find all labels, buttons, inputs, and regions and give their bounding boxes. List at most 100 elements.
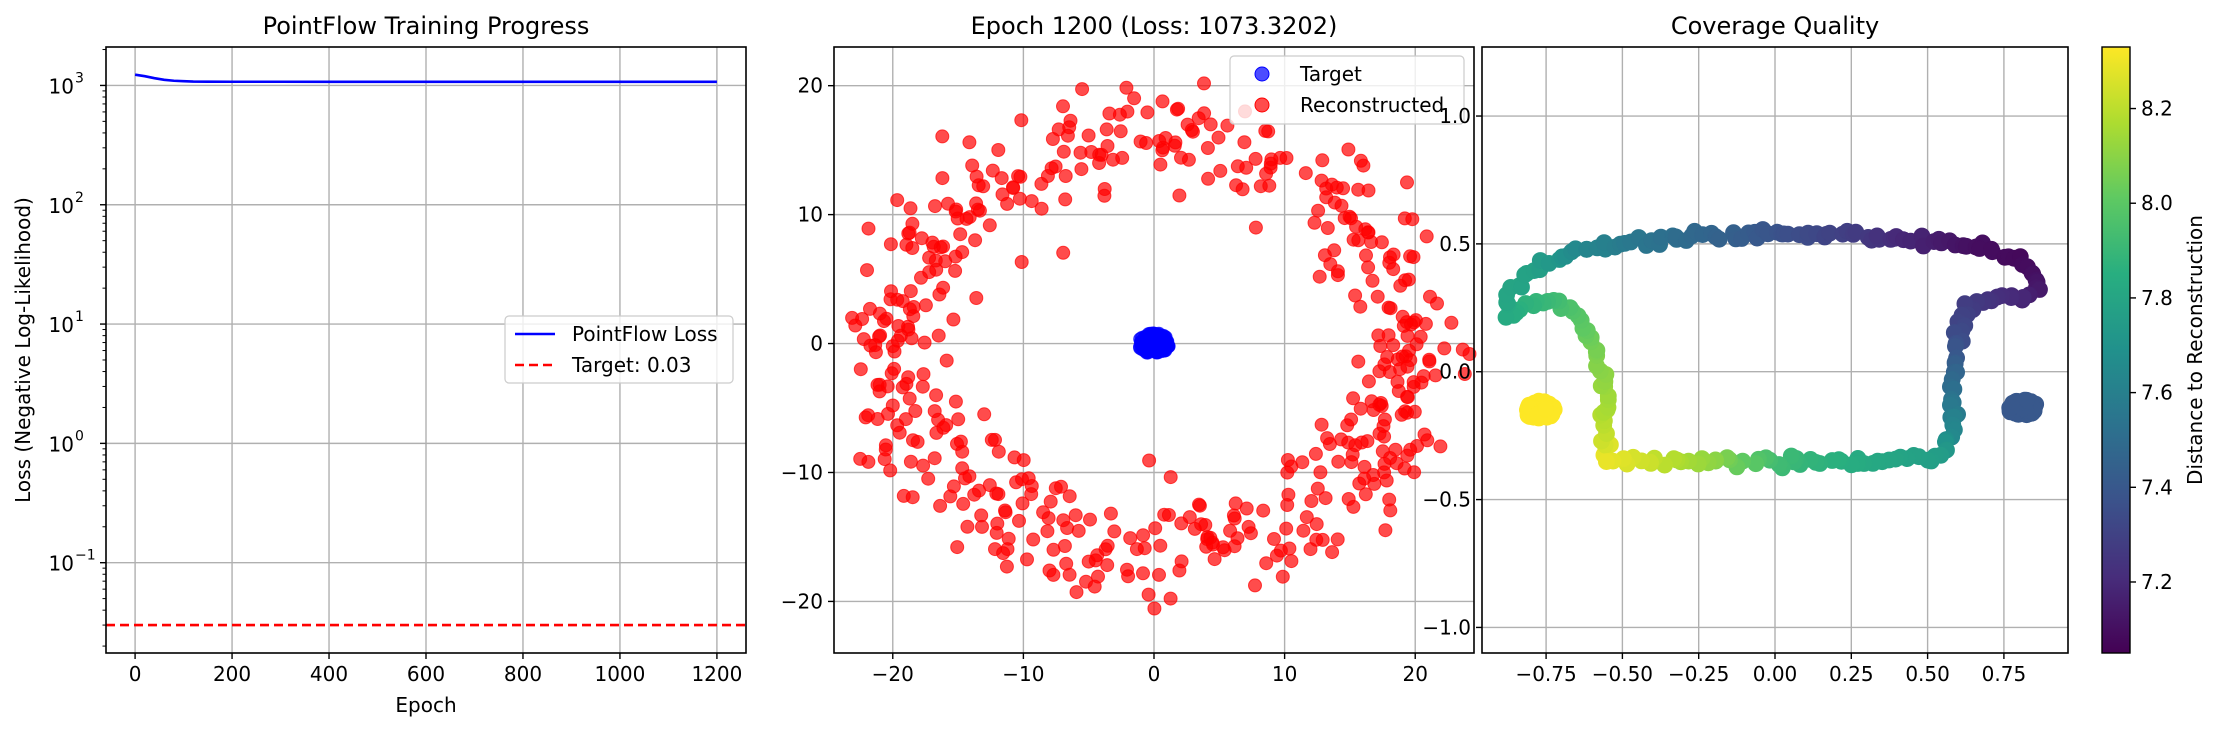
reconstruction-x-tick-label: −10	[1002, 662, 1044, 686]
coverage-cluster-point	[1537, 400, 1555, 418]
reconstructed-point	[1097, 188, 1112, 203]
reconstructed-point	[1379, 473, 1394, 488]
reconstructed-point	[939, 353, 954, 368]
reconstructed-point	[892, 425, 907, 440]
reconstructed-point	[972, 203, 987, 218]
coverage-y-tick-label: 0.5	[1439, 232, 1471, 256]
reconstructed-point	[1152, 134, 1167, 148]
legend-label-reconstructed-points: Reconstructed	[1300, 93, 1444, 117]
colorbar-gradient	[2101, 46, 2131, 654]
reconstructed-point	[1370, 289, 1385, 304]
reconstructed-point	[1227, 539, 1242, 554]
reconstructed-point	[1207, 552, 1222, 567]
reconstruction-panel: Epoch 1200 (Loss: 1073.3202) −20 −10 0 10 20…	[781, 12, 1477, 686]
reconstructed-point	[1021, 471, 1036, 486]
reconstructed-point	[904, 331, 919, 346]
reconstructed-point	[1237, 135, 1252, 150]
reconstructed-point	[948, 249, 963, 264]
reconstructed-point	[1056, 99, 1070, 114]
loss-x-ticks: 0 200 400 600 800 1000 1200	[129, 653, 742, 686]
reconstructed-point	[1404, 317, 1418, 332]
legend-label-loss: PointFlow Loss	[572, 322, 718, 346]
reconstructed-point	[1107, 524, 1122, 539]
legend-label-target-points: Target	[1299, 62, 1362, 86]
reconstructed-point	[1405, 212, 1420, 227]
reconstructed-point	[1400, 175, 1414, 190]
reconstructed-point	[1258, 123, 1273, 138]
reconstructed-point	[1171, 101, 1186, 116]
reconstructed-point	[946, 479, 961, 494]
reconstructed-point	[989, 525, 1004, 540]
reconstructed-point	[1148, 521, 1163, 536]
reconstructed-point	[1373, 396, 1388, 410]
reconstructed-point	[1275, 569, 1290, 584]
reconstructed-point	[1102, 106, 1117, 121]
reconstructed-point	[916, 458, 931, 473]
coverage-grid	[1482, 47, 2068, 653]
reconstructed-point	[908, 404, 923, 418]
reconstructed-point	[1069, 585, 1084, 600]
reconstructed-point	[1054, 479, 1068, 494]
reconstructed-point	[1079, 574, 1093, 589]
coverage-title: Coverage Quality	[1671, 12, 1879, 40]
reconstructed-point	[1059, 556, 1074, 571]
reconstructed-point	[1341, 142, 1356, 157]
reconstructed-point	[881, 406, 895, 421]
reconstructed-point	[1014, 255, 1029, 269]
reconstructed-point	[948, 394, 963, 409]
reconstructed-point	[1422, 354, 1437, 369]
reconstructed-point	[1394, 407, 1409, 422]
reconstructed-point	[1098, 542, 1113, 557]
reconstructed-point	[1309, 532, 1324, 547]
reconstructed-point	[1201, 171, 1216, 186]
reconstructed-point	[1372, 364, 1387, 379]
reconstructed-point	[1142, 453, 1157, 468]
reconstructed-point	[929, 262, 944, 277]
colorbar-tick-label: 8.0	[2141, 191, 2173, 215]
reconstructed-point	[1419, 229, 1434, 244]
reconstructed-point	[1400, 448, 1415, 463]
reconstructed-point	[1367, 476, 1382, 491]
reconstructed-point	[1163, 591, 1178, 606]
reconstructed-point	[1330, 532, 1345, 547]
reconstructed-point	[1315, 153, 1330, 168]
reconstructed-point	[891, 319, 906, 333]
reconstructed-point	[1284, 554, 1299, 569]
reconstructed-point	[1020, 552, 1034, 567]
reconstructed-point	[1280, 465, 1295, 480]
loss-x-tick-label: 400	[310, 662, 348, 686]
loss-y-tick-label: 10	[49, 432, 74, 456]
reconstructed-point	[1406, 250, 1421, 265]
reconstructed-point	[956, 496, 971, 511]
reconstructed-point	[890, 193, 905, 208]
reconstructed-point	[1223, 523, 1238, 538]
loss-panel: PointFlow Training Progress 0 200 400 600 80…	[11, 12, 747, 717]
reconstructed-point	[946, 312, 961, 327]
reconstruction-y-tick-label: −20	[781, 589, 823, 613]
reconstructed-point	[1161, 508, 1176, 522]
loss-x-tick-label: 1000	[594, 662, 645, 686]
reconstructed-point	[960, 519, 975, 534]
reconstructed-point	[1400, 359, 1415, 374]
loss-x-tick-label: 0	[129, 662, 142, 686]
reconstructed-point	[926, 239, 941, 254]
reconstructed-point	[1026, 532, 1041, 547]
reconstructed-point	[998, 505, 1013, 520]
reconstructed-point	[1058, 169, 1073, 183]
colorbar-tick-label: 7.8	[2141, 286, 2173, 310]
reconstructed-point	[991, 143, 1006, 157]
reconstructed-point	[1174, 516, 1189, 531]
reconstructed-point	[1331, 454, 1346, 469]
coverage-point	[1598, 453, 1615, 471]
reconstructed-point	[1153, 157, 1168, 172]
reconstructed-point	[1239, 501, 1254, 516]
target-point	[1138, 340, 1153, 354]
reconstructed-point	[928, 199, 942, 214]
reconstructed-point	[950, 540, 965, 555]
reconstructed-point	[1378, 523, 1393, 538]
coverage-x-tick-label: −0.25	[1668, 662, 1729, 686]
reconstructed-point	[1341, 435, 1356, 450]
reconstructed-point	[1121, 569, 1136, 584]
